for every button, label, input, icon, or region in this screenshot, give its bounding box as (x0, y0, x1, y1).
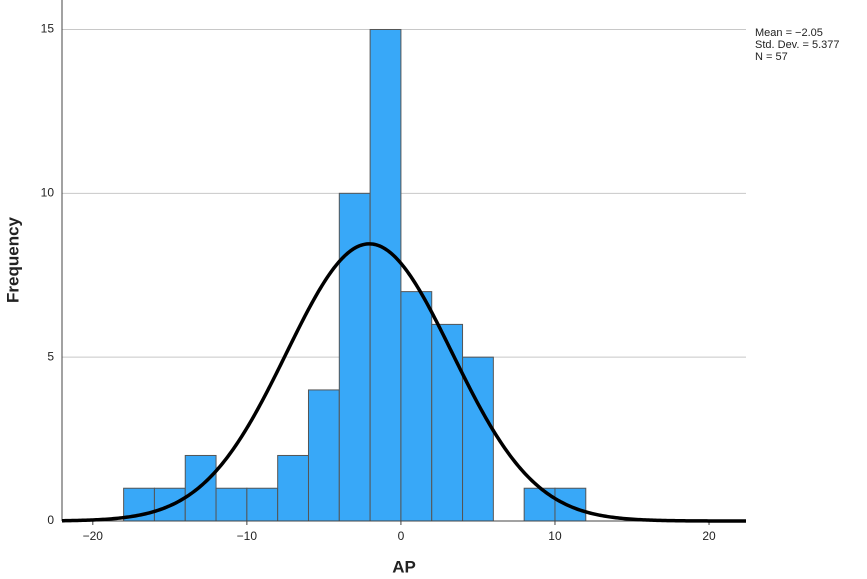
y-tick-label: 15 (41, 22, 55, 36)
x-tick-label: 10 (548, 529, 562, 543)
x-tick-label: 0 (398, 529, 405, 543)
x-tick-label: 20 (702, 529, 716, 543)
bar (400, 291, 433, 522)
bar (369, 28, 402, 522)
stat-label: Mean = −2.05 (755, 27, 823, 39)
y-tick-label: 0 (47, 513, 54, 527)
bar (277, 454, 309, 522)
bar (523, 487, 556, 522)
stat-label: Std. Dev. = 5.377 (755, 39, 840, 51)
bar (431, 323, 464, 522)
x-axis-title: AP (392, 557, 416, 576)
y-tick-label: 5 (47, 349, 54, 363)
stat-label: N = 57 (755, 51, 788, 63)
normal-curve (61, 242, 746, 523)
y-tick-label: 10 (41, 185, 55, 199)
x-tick-label: −10 (237, 529, 258, 543)
x-tick-label: −20 (83, 529, 104, 543)
y-axis-title: Frequency (3, 216, 22, 303)
bar (307, 389, 340, 522)
bar (246, 487, 279, 522)
bar (215, 487, 248, 522)
